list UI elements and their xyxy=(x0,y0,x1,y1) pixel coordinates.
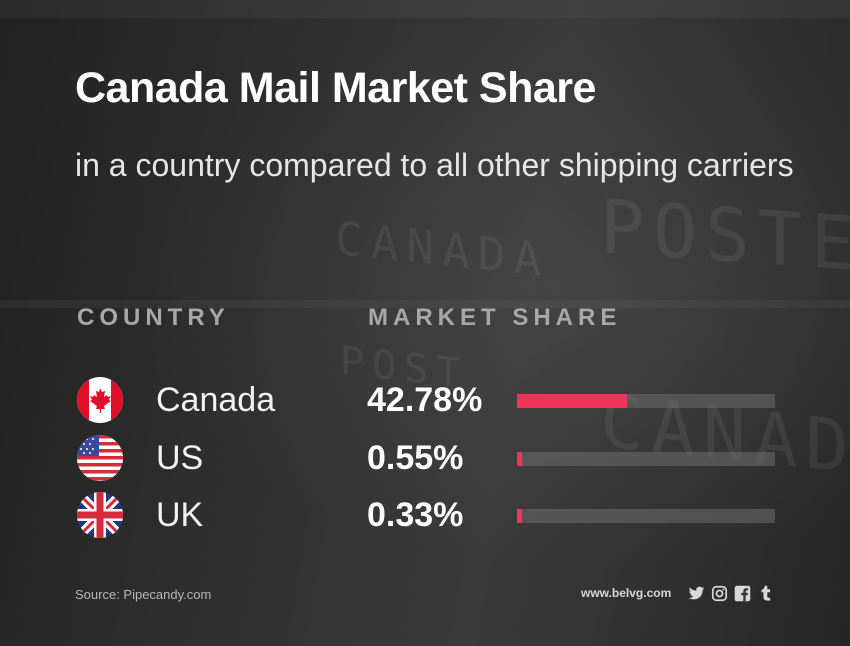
facebook-icon[interactable] xyxy=(734,585,751,602)
background-text: CANADA xyxy=(335,210,550,288)
brand-link[interactable]: www.belvg.com xyxy=(581,586,672,600)
background-stripe xyxy=(0,0,850,18)
bar-track xyxy=(517,509,775,523)
source-note: Source: Pipecandy.com xyxy=(75,587,212,602)
category-label: US xyxy=(156,439,204,477)
column-header-market-share: MARKET SHARE xyxy=(368,304,622,331)
bar xyxy=(517,509,522,523)
bar-track xyxy=(517,394,775,408)
data-label: 42.78% xyxy=(367,381,483,419)
background-text: POSTES xyxy=(600,183,850,293)
tumblr-icon[interactable] xyxy=(757,585,774,602)
category-label: Canada xyxy=(156,381,276,419)
social-links xyxy=(688,585,774,602)
bar-track xyxy=(517,452,775,466)
chart-title: Canada Mail Market Share xyxy=(75,64,596,112)
bar xyxy=(517,452,522,466)
uk-flag-icon xyxy=(77,492,123,538)
background-stripe xyxy=(0,300,850,308)
chart-row: US 0.55% xyxy=(0,433,850,483)
data-label: 0.55% xyxy=(367,439,464,477)
data-label: 0.33% xyxy=(367,496,464,534)
instagram-icon[interactable] xyxy=(711,585,728,602)
category-label: UK xyxy=(156,496,204,534)
twitter-icon[interactable] xyxy=(688,585,705,602)
canada-flag-icon xyxy=(77,377,123,423)
column-header-country: COUNTRY xyxy=(77,304,230,331)
us-flag-icon xyxy=(77,435,123,481)
chart-subtitle: in a country compared to all other shipp… xyxy=(75,147,794,183)
bar xyxy=(517,394,627,408)
chart-row: Canada 42.78% xyxy=(0,375,850,425)
chart-row: UK 0.33% xyxy=(0,490,850,540)
